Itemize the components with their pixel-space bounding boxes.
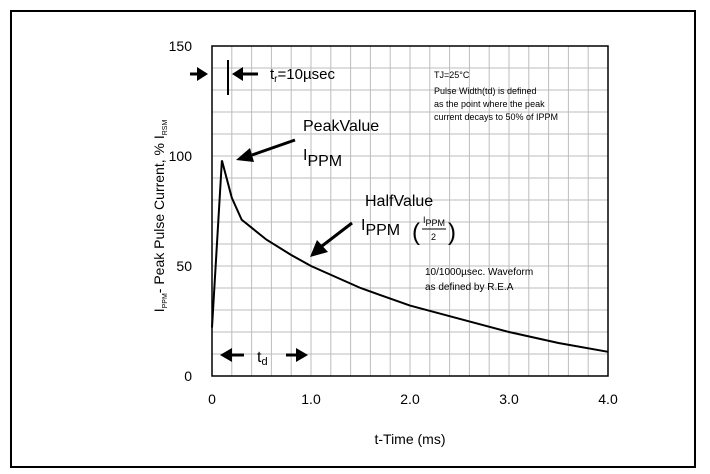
y-tick-label: 100 [169, 148, 193, 164]
conditions-note: TJ=25°C Pulse Width(td) is defined as th… [434, 70, 558, 122]
chart-frame [10, 10, 696, 468]
x-tick-label: 4.0 [598, 391, 618, 407]
y-tick-label: 50 [176, 258, 192, 274]
y-tick-label: 150 [169, 38, 193, 54]
plot-area-border [211, 45, 609, 377]
fraction-denominator: 2 [431, 232, 436, 242]
x-tick-label: 2.0 [400, 391, 420, 407]
waveform-note: 10/1000µsec. Waveform as defined by R.E.… [425, 267, 536, 293]
peak-arrow [236, 138, 296, 162]
series-line [211, 160, 609, 353]
x-tick-label: 0 [208, 391, 216, 407]
fraction-numerator: IPPM [423, 215, 445, 228]
tr-label: tr=10µsec [270, 66, 335, 85]
td-marker [220, 348, 308, 362]
y-tick-label: 0 [184, 368, 192, 384]
half-ippm-label: IPPM [361, 217, 400, 239]
fraction-paren-left: ( [412, 219, 420, 246]
tr-marker [190, 60, 258, 95]
x-tick-labels: 0 1.0 2.0 3.0 4.0 [208, 391, 618, 407]
td-label: td [257, 349, 268, 368]
peak-value-label: PeakValue [303, 118, 379, 135]
fraction-paren-right: ) [448, 219, 456, 246]
peak-ippm-label: IPPM [303, 147, 342, 170]
y-tick-labels: 0 50 100 150 [169, 38, 193, 384]
half-value-label: HalfValue [365, 193, 433, 210]
half-arrow [310, 221, 353, 257]
y-axis-label: IPPM- Peak Pulse Current, % IRSM [151, 120, 169, 313]
grid [212, 46, 608, 376]
x-tick-label: 1.0 [301, 391, 321, 407]
x-tick-label: 3.0 [499, 391, 519, 407]
x-axis-label: t-Time (ms) [374, 431, 445, 447]
